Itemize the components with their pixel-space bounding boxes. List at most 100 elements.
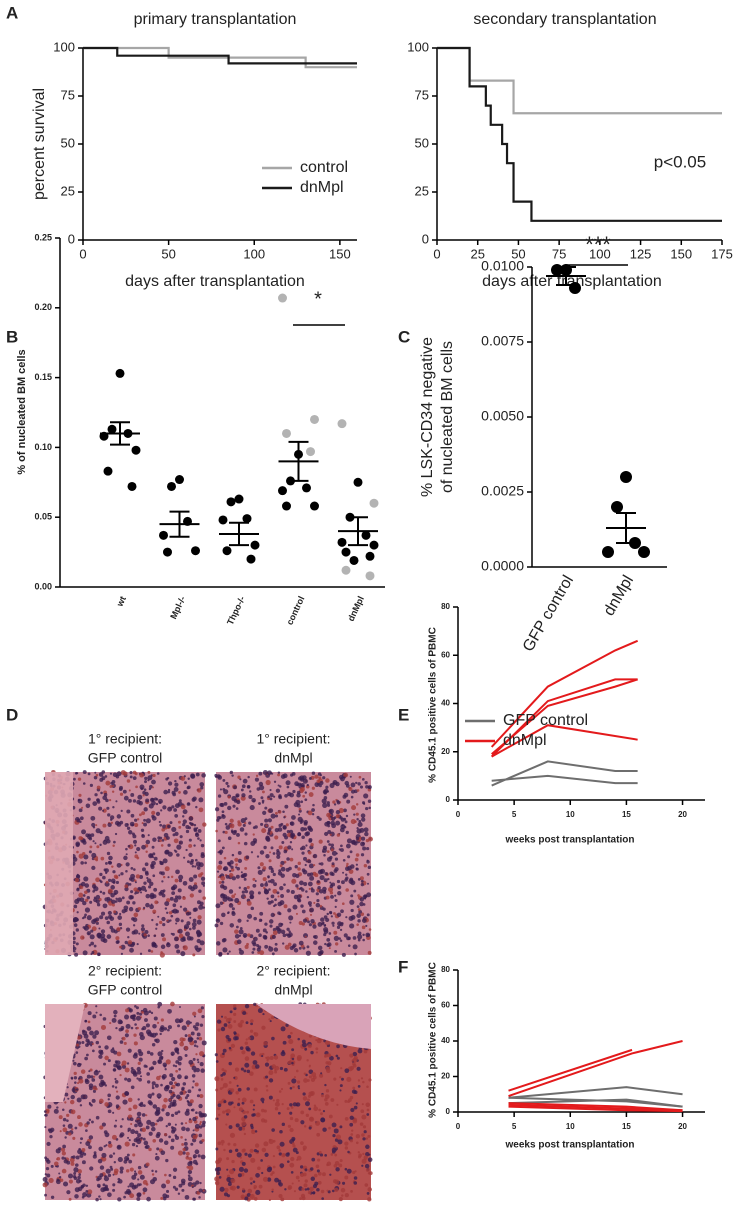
cell [273,882,278,887]
cell [255,928,260,933]
cell [92,826,96,829]
cell [352,1118,358,1124]
cell [202,906,206,909]
cell [163,1027,168,1031]
cell [73,904,78,909]
cell [56,1158,59,1161]
cell [303,1125,307,1128]
cell [81,829,87,835]
cell [304,1101,310,1107]
data-point [278,293,287,303]
cell [366,1113,370,1116]
cell [230,1178,236,1184]
cell [362,903,366,906]
cell [290,1171,294,1174]
cell [252,1108,255,1111]
cell [318,889,324,894]
cell [181,1143,184,1146]
cell [217,1028,221,1032]
cell [346,862,349,866]
cell [354,1170,357,1173]
cell [293,894,299,900]
cell [133,1033,137,1037]
cell [182,1082,187,1086]
cell [79,1141,82,1144]
cell [202,884,205,887]
cell [223,1148,226,1152]
cell [142,906,146,910]
cell [278,1193,283,1199]
y-tick-label: 50 [61,135,75,150]
cell [72,917,78,923]
cell [198,807,204,813]
cell [136,1066,141,1072]
cell [174,782,179,787]
cell [309,904,312,907]
cell [135,1015,141,1021]
cell [139,891,143,894]
cell [104,871,108,875]
cell [125,1029,129,1033]
cell [344,1167,348,1171]
cell [174,779,177,783]
cell [124,1014,130,1020]
cell [144,780,147,784]
cell [77,1149,83,1155]
cell [268,888,271,891]
cell [198,1188,203,1193]
cell [355,853,360,857]
cell [326,1161,332,1166]
data-point [611,501,623,513]
cell [163,1140,169,1146]
histology-caption: 2° recipient: [256,963,330,979]
cell [293,1190,296,1193]
cell [235,863,238,866]
cell [320,1189,325,1194]
cell [115,775,120,779]
cell [178,791,181,794]
cell [246,785,251,789]
cell [222,1048,227,1053]
x-tick-label: 20 [678,1122,687,1131]
cell [286,1107,290,1111]
cell [281,1103,284,1106]
cell [127,1136,130,1139]
cell [168,1173,172,1177]
data-point [365,551,375,561]
x-tick-label: 0 [433,246,440,261]
cell [185,1108,190,1113]
cell [334,894,337,897]
cell [72,857,78,862]
cell [279,795,282,798]
cell [196,788,202,793]
cell [182,1151,186,1155]
cell [70,1109,76,1115]
cell [132,924,136,927]
cell [250,1182,253,1185]
cell [279,1163,285,1168]
cell [43,1110,47,1113]
cell [200,876,206,881]
cell [143,818,147,822]
cell [343,772,349,778]
cell [320,862,324,866]
cell [124,1091,129,1096]
bone [45,772,73,955]
cell [183,907,188,912]
cell [142,1104,146,1108]
cell [308,837,313,842]
cell [230,1101,234,1105]
cell [164,907,168,910]
data-point [365,571,375,581]
cell [324,942,327,946]
cell [335,820,341,826]
cell [317,772,322,776]
y-tick-label: 80 [441,602,450,611]
cell [169,1098,172,1101]
cell [232,804,236,808]
cell [311,813,315,816]
cell [155,811,161,816]
cell [98,1074,104,1080]
cell [265,1084,269,1088]
cell [155,1106,161,1112]
